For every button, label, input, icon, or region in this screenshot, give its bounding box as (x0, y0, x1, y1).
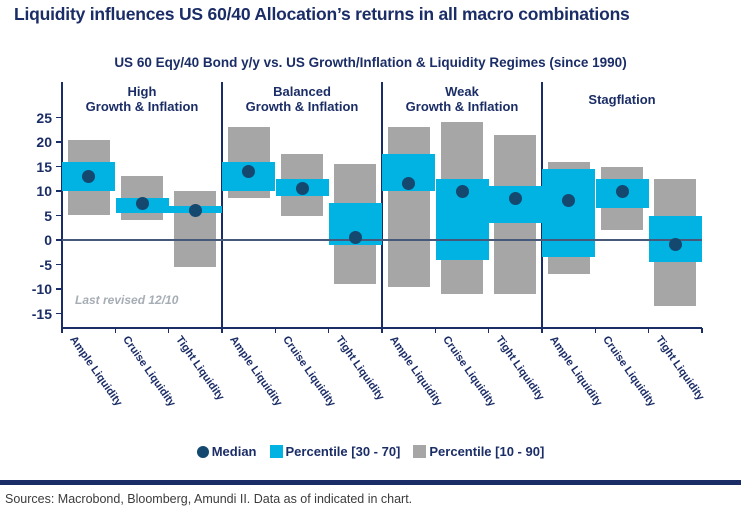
y-axis-tick (56, 239, 61, 241)
x-axis-tick (487, 328, 490, 333)
median-dot (348, 231, 362, 245)
x-axis-label: Tight Liquidity (493, 334, 547, 403)
x-axis-label: Cruise Liquidity (120, 334, 178, 409)
x-axis-tick (647, 328, 650, 333)
x-axis-tick (701, 328, 703, 333)
median-dot (402, 177, 416, 191)
y-axis-label: 5 (44, 207, 52, 224)
y-axis-label: 20 (36, 134, 52, 150)
regime-header: High Growth & Inflation (62, 84, 222, 114)
x-axis-label: Ample Liquidity (386, 334, 444, 409)
regime-header-line: Weak (445, 84, 479, 99)
x-axis-tick (381, 328, 383, 333)
percentile-swatch-icon (413, 445, 427, 458)
x-axis-tick (61, 328, 63, 333)
x-axis-label: Cruise Liquidity (440, 334, 498, 409)
zero-baseline (62, 239, 702, 241)
footer-divider (0, 480, 741, 485)
x-axis-label: Ample Liquidity (546, 334, 604, 409)
median-dot (242, 164, 256, 178)
median-dot (668, 238, 682, 252)
x-axis-tick (274, 328, 277, 333)
chart-legend: Median Percentile [30 - 70] Percentile [10… (0, 444, 741, 459)
panel-divider (221, 82, 223, 327)
percentile-10-90-bar (387, 127, 430, 287)
x-axis-line (61, 327, 702, 329)
percentile-30-70-bar (542, 168, 596, 258)
y-axis-tick (56, 141, 61, 143)
y-axis-tick (56, 312, 61, 315)
legend-label: Median (211, 444, 257, 459)
y-axis-label: 15 (36, 158, 52, 175)
last-revised-note: Last revised 12/10 (75, 293, 179, 307)
y-axis-tick (56, 263, 61, 266)
panel-divider (541, 82, 543, 327)
median-dot (135, 196, 149, 210)
regime-header-line: High (127, 84, 157, 99)
y-axis-label: -10 (31, 281, 52, 297)
x-axis-tick (594, 328, 597, 333)
y-axis-label: 10 (36, 183, 52, 199)
x-axis-label: Cruise Liquidity (280, 334, 338, 409)
y-axis-label: -15 (31, 305, 52, 322)
regime-header-line: Stagflation (588, 92, 656, 107)
y-axis-tick (56, 288, 61, 290)
median-dot (562, 194, 576, 208)
x-axis-tick (541, 328, 543, 333)
y-axis-tick (56, 165, 61, 168)
plot-area: Last revised 12/10 25 20 15 10 5 0 -5 -10 -15 Hig… (32, 82, 707, 409)
regime-header-line: Growth & Inflation (405, 99, 519, 114)
chart-title: US 60 Eqy/40 Bond y/y vs. US Growth/Infl… (114, 55, 627, 70)
y-axis-tick (56, 190, 61, 192)
sources-text: Sources: Macrobond, Bloomberg, Amundi II… (5, 492, 413, 506)
y-axis-label: -5 (39, 256, 52, 273)
x-axis-tick (167, 328, 170, 333)
x-axis-tick (114, 328, 117, 333)
median-dot (188, 204, 202, 218)
legend-label: Percentile [10 - 90] (429, 444, 545, 459)
median-dot (295, 182, 309, 196)
regime-header: Stagflation (542, 92, 702, 107)
median-dot (455, 184, 469, 198)
percentile-swatch-icon (269, 445, 283, 458)
percentile-10-90-bar (174, 191, 217, 267)
x-axis-tick (221, 328, 223, 333)
x-axis-label: Ample Liquidity (66, 334, 124, 409)
page-title: Liquidity influences US 60/40 Allocation… (14, 4, 630, 24)
y-axis-tick (56, 214, 61, 217)
y-axis-label: 25 (36, 109, 52, 126)
median-dot (508, 191, 522, 205)
legend-label: Percentile [30 - 70] (285, 444, 401, 459)
x-axis-label: Ample Liquidity (226, 334, 284, 409)
y-axis-line (61, 82, 63, 333)
regime-header-line: Balanced (273, 84, 331, 99)
legend-item: Median (196, 444, 257, 459)
panel-divider (381, 82, 383, 327)
x-axis-label: Tight Liquidity (173, 334, 227, 403)
regime-header-line: Growth & Inflation (85, 99, 199, 114)
x-axis-label: Tight Liquidity (653, 334, 707, 403)
x-axis-label: Cruise Liquidity (600, 334, 658, 409)
y-axis-label: 0 (44, 232, 52, 248)
median-dot-icon (196, 445, 209, 458)
x-axis-tick (434, 328, 437, 333)
median-dot (615, 184, 629, 198)
median-dot (82, 169, 96, 183)
legend-item: Percentile [30 - 70] (269, 444, 401, 459)
regime-header: Balanced Growth & Inflation (222, 84, 382, 114)
y-axis-tick (56, 116, 61, 119)
x-axis-label: Tight Liquidity (333, 334, 387, 403)
legend-item: Percentile [10 - 90] (413, 444, 544, 459)
regime-header-line: Growth & Inflation (245, 99, 359, 114)
regime-header: Weak Growth & Inflation (382, 84, 542, 114)
x-axis-tick (327, 328, 330, 333)
